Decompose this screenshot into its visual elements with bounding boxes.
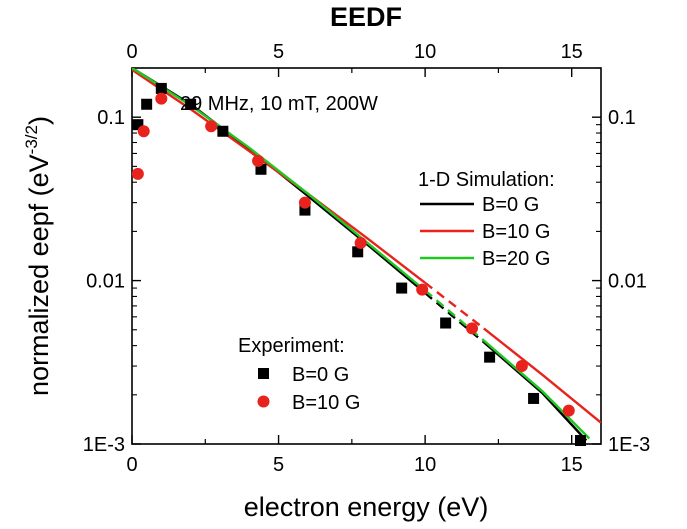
simulation-legend: B=0 G B=10 G B=20 G [420, 194, 550, 270]
marker-circle [515, 360, 528, 373]
x-tick-label-bottom: 10 [414, 454, 436, 476]
legend-label: B=0 G [482, 194, 539, 216]
series-line-solid [132, 68, 426, 292]
marker-circle [298, 196, 311, 209]
marker-square [255, 163, 267, 175]
simulation-legend-title: 1-D Simulation: [418, 169, 555, 191]
marker-circle [416, 283, 429, 296]
y-axis-label-sup: -3/2 [22, 125, 41, 154]
marker-circle [131, 167, 144, 180]
marker-square [484, 351, 496, 363]
x-tick-label-top: 5 [273, 41, 284, 63]
y-axis-label-close: ) [24, 116, 54, 125]
marker-square [141, 98, 153, 110]
marker-square [299, 204, 311, 216]
y-tick-label-left: 1E-3 [83, 434, 125, 456]
marker-square [155, 82, 167, 94]
series-line-tail [483, 339, 591, 440]
marker-circle [137, 125, 150, 138]
marker-square [132, 119, 144, 131]
series-line-solid [132, 68, 426, 284]
y-tick-label-left: 0.1 [97, 107, 125, 129]
y-tick-label-right: 0.01 [608, 271, 647, 293]
marker-circle [155, 92, 168, 105]
x-axis-label: electron energy (eV) [244, 492, 489, 522]
marker-circle [562, 404, 575, 417]
plot-frame [131, 67, 602, 445]
y-axis-label-main: normalized eepf (eV [24, 154, 54, 396]
x-tick-label-bottom: 15 [561, 454, 583, 476]
marker-circle [205, 120, 218, 133]
marker-circle [354, 236, 367, 249]
legend-marker-circle [257, 395, 270, 408]
y-tick-label-right: 0.1 [608, 107, 636, 129]
legend-marker-square [258, 368, 269, 379]
series-line-dashed [424, 292, 485, 344]
marker-square [440, 317, 452, 329]
experiment-legend: B=0 G B=10 G [257, 364, 360, 414]
marker-square [217, 125, 229, 137]
x-tick-label-top: 10 [414, 41, 436, 63]
legend-label: B=0 G [292, 364, 349, 386]
marker-square [352, 246, 364, 258]
series-line-dashed [424, 281, 485, 330]
x-tick-label-top: 15 [561, 41, 583, 63]
y-tick-label-left: 0.01 [86, 271, 125, 293]
x-tick-label-bottom: 5 [273, 454, 284, 476]
marker-circle [252, 154, 265, 167]
marker-square [528, 392, 540, 404]
series-lines [132, 68, 601, 442]
marker-square [574, 435, 586, 447]
experiment-legend-title: Experiment: [238, 335, 345, 357]
legend-label: B=20 G [482, 248, 550, 270]
marker-square [396, 282, 408, 294]
x-tick-label-top: 0 [126, 41, 137, 63]
series-line-tail [483, 327, 601, 424]
chart-annotation: 29 MHz, 10 mT, 200W [180, 93, 378, 115]
chart-title: EEDF [330, 2, 402, 32]
y-axis-label: normalized eepf (eV-3/2) [22, 116, 54, 396]
axis-ticks: 0 0 5 5 10 10 15 15 1E-3 1E-3 0.01 0.01 0.1 0.1 [83, 41, 651, 476]
legend-label: B=10 G [292, 392, 360, 414]
x-tick-label-bottom: 0 [126, 454, 137, 476]
marker-circle [466, 322, 479, 335]
data-markers [131, 82, 586, 447]
marker-square [185, 98, 197, 110]
legend-label: B=10 G [482, 221, 550, 243]
series-line-tail [483, 341, 588, 442]
y-tick-label-right: 1E-3 [608, 434, 650, 456]
